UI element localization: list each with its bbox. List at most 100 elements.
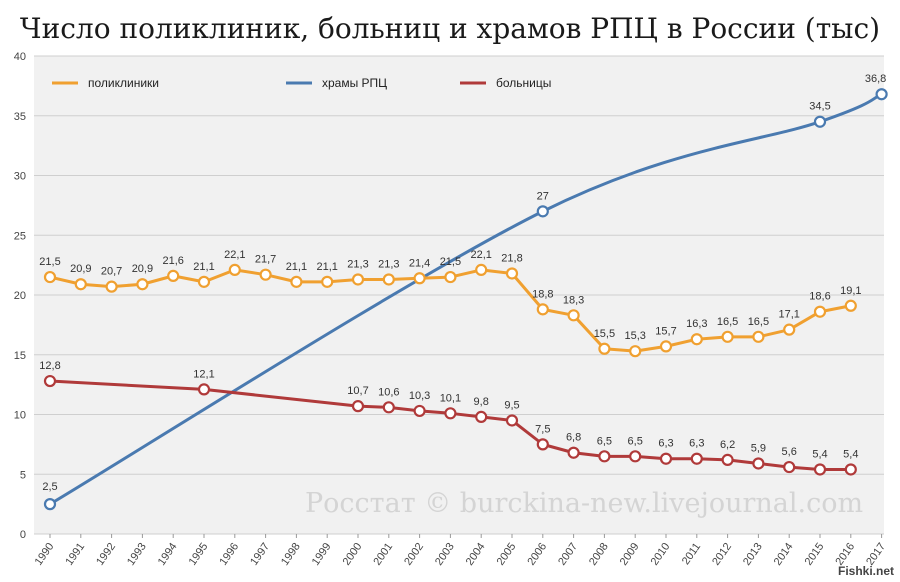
watermark: Росстат © burckina-new.livejournal.com	[305, 488, 864, 519]
hospitals-value-label: 6,5	[597, 435, 612, 447]
hospitals-value-label: 12,1	[193, 368, 214, 380]
polyclinics-point	[721, 330, 734, 343]
polyclinics-point	[290, 275, 303, 288]
hospitals-point	[505, 414, 519, 427]
site-mark: Fishki.net	[837, 564, 894, 578]
hospitals-point	[659, 452, 673, 465]
y-tick-label: 25	[14, 230, 26, 242]
polyclinics-point	[382, 273, 395, 286]
polyclinics-point	[321, 275, 334, 288]
x-tick-label: 2008	[587, 541, 611, 568]
polyclinics-value-label: 15,5	[594, 328, 615, 340]
x-tick-label: 1996	[217, 541, 241, 568]
x-tick-label: 1992	[94, 541, 118, 568]
x-tick-label: 2014	[772, 541, 796, 568]
hospitals-point	[382, 401, 395, 414]
polyclinics-value-label: 15,7	[655, 325, 676, 337]
polyclinics-value-label: 21,1	[193, 261, 214, 273]
polyclinics-value-label: 20,9	[70, 263, 91, 275]
polyclinics-value-label: 21,1	[286, 261, 307, 273]
hospitals-point	[43, 374, 57, 388]
polyclinics-point	[197, 275, 211, 288]
hospitals-value-label: 6,3	[658, 438, 673, 450]
hospitals-point	[598, 450, 611, 463]
x-tick-label: 2007	[556, 541, 580, 568]
polyclinics-point	[228, 263, 241, 277]
x-tick-label: 2010	[649, 541, 673, 568]
hospitals-value-label: 10,7	[347, 385, 368, 397]
polyclinics-value-label: 21,8	[501, 252, 522, 264]
hospitals-value-label: 9,5	[504, 399, 519, 411]
polyclinics-point	[659, 340, 673, 353]
churches-point	[813, 115, 827, 128]
hospitals-point	[444, 407, 457, 420]
polyclinics-point	[105, 280, 118, 293]
x-tick-label: 2004	[464, 541, 488, 568]
x-tick-label: 1998	[279, 541, 303, 568]
polyclinics-value-label: 21,6	[162, 255, 183, 267]
churches-point	[875, 88, 888, 101]
x-tick-label: 2000	[341, 541, 365, 568]
polyclinics-point	[475, 263, 488, 277]
polyclinics-value-label: 18,8	[532, 288, 553, 300]
hospitals-value-label: 6,3	[689, 438, 704, 450]
polyclinics-value-label: 17,1	[778, 309, 799, 321]
chart-title: Число поликлиник, больниц и храмов РПЦ в…	[19, 12, 881, 45]
hospitals-legend-label: больницы	[496, 76, 551, 90]
polyclinics-point	[444, 270, 457, 284]
hospitals-value-label: 12,8	[39, 360, 60, 372]
polyclinics-value-label: 18,6	[809, 291, 830, 303]
polyclinics-point	[690, 333, 703, 346]
polyclinics-point	[783, 323, 796, 336]
hospitals-value-label: 5,4	[843, 448, 858, 460]
polyclinics-value-label: 16,3	[686, 318, 707, 330]
polyclinics-point	[629, 345, 642, 358]
polyclinics-value-label: 22,1	[470, 249, 491, 261]
hospitals-value-label: 6,8	[566, 432, 581, 444]
hospitals-point	[413, 404, 426, 418]
polyclinics-point	[598, 342, 611, 355]
polyclinics-value-label: 20,9	[132, 263, 153, 275]
y-tick-label: 35	[14, 111, 26, 123]
polyclinics-value-label: 22,1	[224, 249, 245, 261]
hospitals-point	[752, 457, 765, 470]
x-tick-label: 1993	[125, 541, 149, 568]
x-tick-label: 2011	[680, 541, 703, 567]
polyclinics-value-label: 21,4	[409, 257, 430, 269]
polyclinics-value-label: 18,3	[563, 294, 584, 306]
polyclinics-point	[351, 273, 365, 286]
hospitals-value-label: 6,2	[720, 439, 735, 451]
hospitals-value-label: 10,6	[378, 386, 399, 398]
hospitals-value-label: 5,4	[812, 448, 827, 460]
polyclinics-point	[844, 299, 857, 312]
hospitals-point	[690, 452, 703, 465]
polyclinics-point	[413, 272, 426, 285]
x-tick-label: 2005	[495, 541, 519, 568]
y-tick-label: 30	[14, 171, 26, 183]
churches-value-label: 34,5	[809, 101, 830, 113]
polyclinics-value-label: 16,5	[717, 316, 738, 328]
hospitals-value-label: 5,6	[782, 446, 797, 458]
polyclinics-point	[505, 267, 519, 280]
hospitals-point	[475, 410, 488, 423]
polyclinics-value-label: 21,5	[39, 256, 60, 268]
hospitals-point	[721, 453, 734, 467]
polyclinics-legend-label: поликлиники	[88, 76, 159, 90]
hospitals-value-label: 10,1	[440, 392, 461, 404]
polyclinics-point	[536, 303, 549, 316]
hospitals-point	[536, 438, 549, 451]
x-tick-label: 1999	[310, 541, 334, 568]
x-tick-label: 2001	[371, 541, 395, 568]
polyclinics-value-label: 21,5	[440, 256, 461, 268]
polyclinics-value-label: 16,5	[748, 316, 769, 328]
x-tick-label: 2006	[525, 541, 549, 568]
x-tick-label: 2003	[433, 541, 457, 568]
polyclinics-value-label: 20,7	[101, 266, 122, 278]
y-tick-label: 20	[14, 290, 26, 302]
polyclinics-value-label: 21,3	[347, 258, 368, 270]
y-tick-label: 5	[20, 469, 26, 481]
x-tick-label: 2013	[741, 541, 765, 568]
hospitals-point	[197, 383, 211, 396]
y-tick-label: 40	[14, 51, 26, 63]
